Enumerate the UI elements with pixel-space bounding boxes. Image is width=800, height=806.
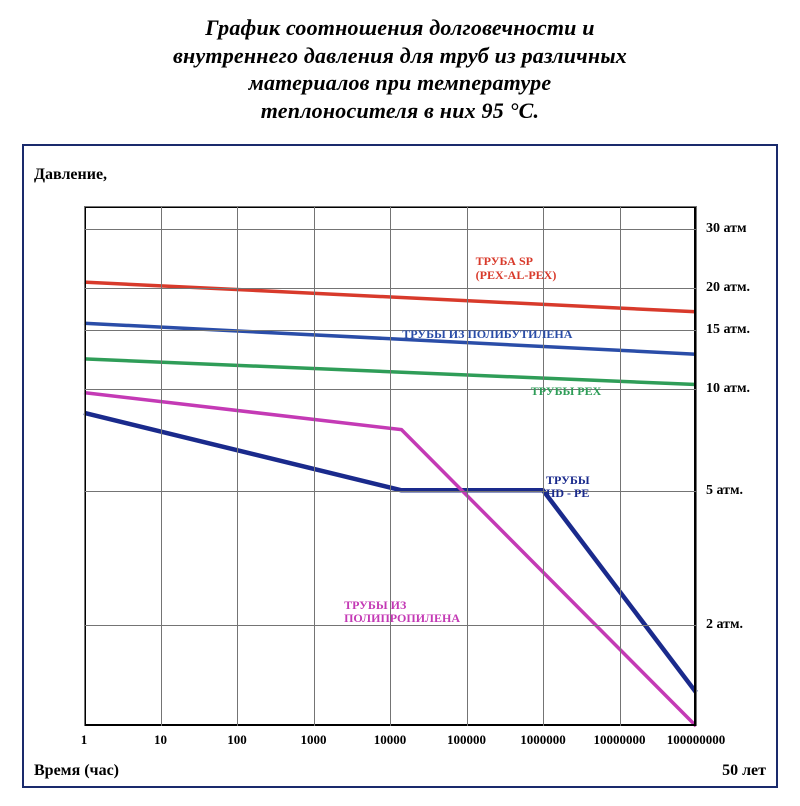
series-label: ТРУБЫ ИЗ ПОЛИБУТИЛЕНА bbox=[402, 328, 572, 341]
corner-note: 50 лет bbox=[722, 762, 766, 780]
plot-area: 1101001000100001000001000000100000001000… bbox=[84, 206, 696, 726]
grid-line-h bbox=[84, 288, 696, 289]
x-tick-label: 1000 bbox=[301, 732, 327, 748]
x-tick-label: 100000 bbox=[447, 732, 486, 748]
grid-line-h bbox=[84, 206, 696, 207]
grid-line-h bbox=[84, 491, 696, 492]
y-tick-label: 5 атм. bbox=[706, 483, 743, 499]
grid-line-v bbox=[84, 206, 85, 726]
chart-title: График соотношения долговечности и внутр… bbox=[0, 0, 800, 134]
y-axis-title: Давление, bbox=[34, 166, 107, 184]
x-tick-label: 100000000 bbox=[667, 732, 726, 748]
grid-line-v bbox=[161, 206, 162, 726]
title-line-3: материалов при температуре bbox=[40, 69, 760, 97]
x-tick-label: 10000000 bbox=[594, 732, 646, 748]
title-line-4: теплоносителя в них 95 °С. bbox=[40, 97, 760, 125]
y-tick-label: 2 атм. bbox=[706, 617, 743, 633]
grid-line-v bbox=[543, 206, 544, 726]
y-tick-label: 15 атм. bbox=[706, 322, 750, 338]
y-tick-label: 20 атм. bbox=[706, 280, 750, 296]
y-tick-label: 10 атм. bbox=[706, 381, 750, 397]
grid-line-h bbox=[84, 229, 696, 230]
x-axis-title: Время (час) bbox=[34, 762, 119, 780]
grid-line-v bbox=[314, 206, 315, 726]
grid-line-v bbox=[620, 206, 621, 726]
chart-frame: Давление, Время (час) 50 лет 11010010001… bbox=[22, 144, 778, 788]
grid-line-v bbox=[467, 206, 468, 726]
x-tick-label: 1 bbox=[81, 732, 88, 748]
series-label: ТРУБЫ PEX bbox=[531, 385, 602, 398]
title-line-2: внутреннего давления для труб из различн… bbox=[40, 42, 760, 70]
grid-line-v bbox=[696, 206, 697, 726]
x-tick-label: 10000 bbox=[374, 732, 407, 748]
series-label: ТРУБА SP (PEX-AL-PEX) bbox=[476, 255, 557, 281]
grid-line-v bbox=[237, 206, 238, 726]
x-tick-label: 1000000 bbox=[520, 732, 566, 748]
series-label: ТРУБЫ ИЗ ПОЛИПРОПИЛЕНА bbox=[344, 599, 460, 625]
grid-line-h bbox=[84, 389, 696, 390]
grid-line-v bbox=[390, 206, 391, 726]
series-label: ТРУБЫ HD - PE bbox=[546, 474, 590, 500]
grid-line-h bbox=[84, 330, 696, 331]
title-line-1: График соотношения долговечности и bbox=[40, 14, 760, 42]
y-tick-label: 30 атм bbox=[706, 221, 747, 237]
x-tick-label: 10 bbox=[154, 732, 167, 748]
x-tick-label: 100 bbox=[227, 732, 247, 748]
